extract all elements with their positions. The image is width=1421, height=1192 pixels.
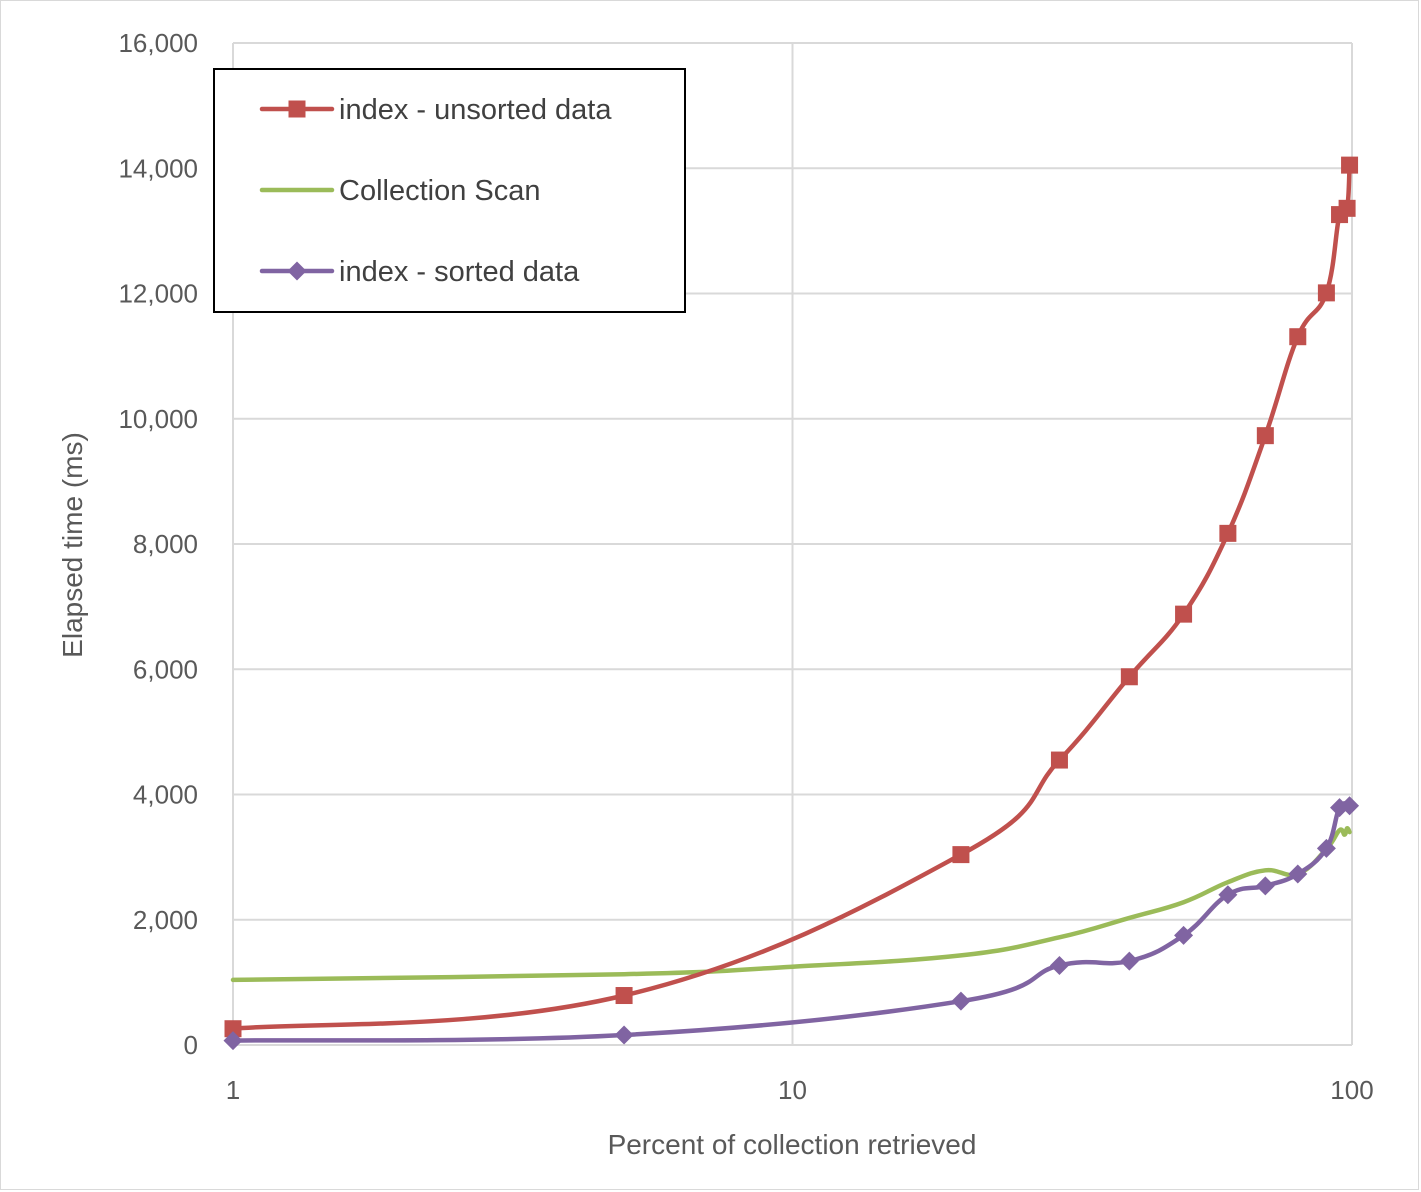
diamond-marker: [951, 991, 971, 1011]
y-axis-title: Elapsed time (ms): [57, 432, 88, 658]
square-marker: [1050, 751, 1068, 769]
x-axis-title: Percent of collection retrieved: [608, 1129, 977, 1160]
series-layer: [223, 156, 1360, 1051]
square-marker: [1219, 524, 1237, 542]
diamond-marker: [1218, 885, 1238, 905]
diamond-marker: [1174, 925, 1194, 945]
diamond-marker: [1255, 876, 1275, 896]
legend: index - unsorted data Collection Scan inde…: [213, 68, 686, 313]
legend-label-index-sorted-data: index - sorted data: [339, 256, 580, 288]
legend-label-collection-scan: Collection Scan: [339, 175, 541, 207]
square-marker: [1120, 668, 1138, 686]
square-marker: [224, 1020, 242, 1038]
square-marker: [952, 846, 970, 864]
diamond-marker: [1049, 955, 1069, 975]
diamond-marker: [614, 1025, 634, 1045]
y-tick-label: 8,000: [133, 529, 198, 559]
diamond-marker: [1340, 796, 1360, 816]
y-tick-label: 6,000: [133, 654, 198, 684]
square-marker: [615, 987, 633, 1005]
series-index-unsorted-data: [224, 156, 1359, 1038]
x-axis-tick-labels: 1 10 100: [226, 1075, 1374, 1105]
legend-square-marker: [288, 100, 306, 118]
square-marker: [1175, 605, 1193, 623]
series-line-index-sorted-data: [230, 801, 1352, 1043]
square-marker: [1341, 156, 1359, 174]
x-tick-label: 10: [778, 1075, 807, 1105]
legend-diamond-marker: [287, 261, 307, 281]
x-tick-label: 1: [226, 1075, 240, 1105]
y-tick-label: 4,000: [133, 780, 198, 810]
y-tick-label: 10,000: [118, 404, 198, 434]
square-marker: [1256, 427, 1274, 445]
y-tick-label: 16,000: [118, 28, 198, 58]
series-index-sorted-data: [223, 796, 1360, 1051]
square-marker: [1289, 328, 1307, 346]
diamond-marker: [1316, 838, 1336, 858]
series-collection-scan: [230, 826, 1352, 983]
y-tick-label: 2,000: [133, 905, 198, 935]
square-marker: [1317, 284, 1335, 302]
y-axis-tick-labels: 0 2,000 4,000 6,000 8,000 10,000 12,000 14,000 1…: [118, 28, 198, 1060]
diamond-marker: [223, 1031, 243, 1051]
x-tick-label: 100: [1330, 1075, 1373, 1105]
diamond-marker: [1288, 864, 1308, 884]
y-tick-label: 0: [184, 1030, 198, 1060]
series-line-index-unsorted-data: [230, 162, 1352, 1031]
y-tick-label: 14,000: [118, 153, 198, 183]
series-line-collection-scan: [230, 826, 1352, 983]
square-marker: [1338, 199, 1356, 217]
y-tick-label: 12,000: [118, 279, 198, 309]
diamond-marker: [1119, 951, 1139, 971]
legend-label-index-unsorted-data: index - unsorted data: [339, 94, 612, 126]
